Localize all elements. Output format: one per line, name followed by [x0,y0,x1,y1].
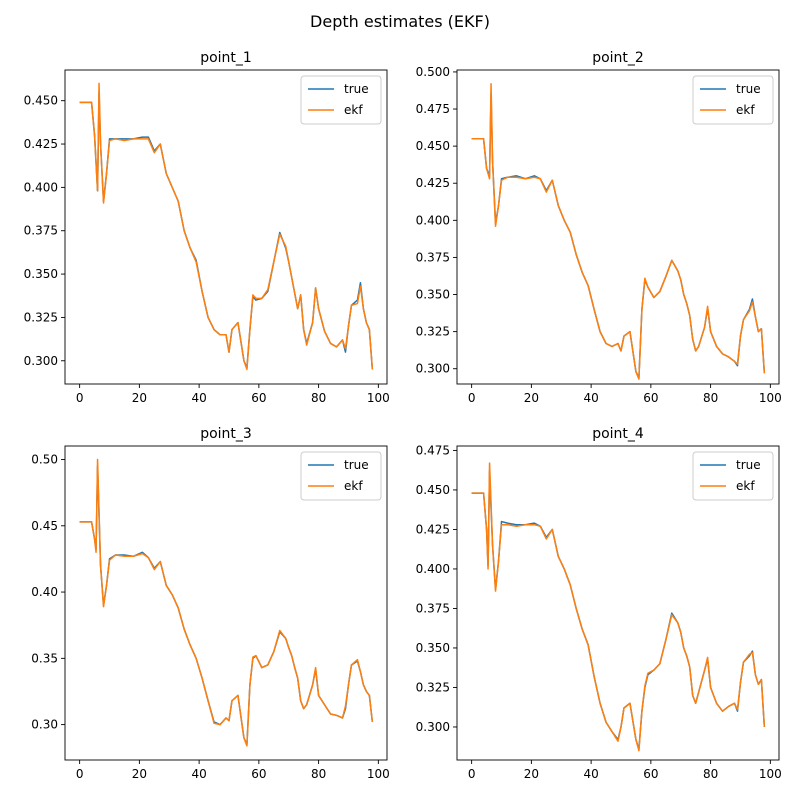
legend: true ekf [300,75,382,125]
x-tick-label: 80 [703,391,718,405]
legend-label-true: true [736,82,761,96]
axes-frame [456,69,780,385]
series-line-true [471,93,766,379]
legend-label-ekf: ekf [736,479,755,493]
y-tick-label: 0.40 [31,585,58,599]
legend-box [300,451,382,501]
axes-frame [456,445,780,761]
y-tick-label: 0.500 [416,65,450,79]
y-tick-label: 0.300 [24,354,58,368]
y-tick-label: 0.325 [416,325,450,339]
x-tick-label: 100 [367,391,390,405]
series-line-ekf [471,83,766,380]
legend-label-ekf: ekf [344,103,363,117]
y-tick-label: 0.300 [416,362,450,376]
x-tick-label: 40 [583,767,598,781]
x-tick-label: 60 [643,391,658,405]
x-tick-label: 60 [643,767,658,781]
y-tick-label: 0.425 [24,137,58,151]
legend-box [692,75,774,125]
y-tick-label: 0.375 [416,250,450,264]
x-tick-label: 20 [132,391,147,405]
legend-label-ekf: ekf [344,479,363,493]
y-tick-label: 0.30 [31,718,58,732]
x-tick-label: 40 [583,391,598,405]
series-line-ekf [471,462,766,752]
y-tick-label: 0.475 [416,102,450,116]
x-tick-label: 60 [251,767,266,781]
y-tick-label: 0.35 [31,651,58,665]
series-line-true [79,91,374,370]
legend-box [300,75,382,125]
x-tick-label: 20 [132,767,147,781]
y-tick-label: 0.475 [416,443,450,457]
y-tick-label: 0.375 [416,601,450,615]
y-tick-label: 0.400 [416,562,450,576]
x-tick-label: 100 [367,767,390,781]
x-tick-label: 20 [524,391,539,405]
x-tick-label: 20 [524,767,539,781]
legend-box [692,451,774,501]
y-tick-label: 0.325 [416,680,450,694]
y-tick-label: 0.350 [416,641,450,655]
x-tick-label: 0 [76,767,84,781]
x-tick-label: 100 [759,767,782,781]
x-tick-label: 100 [759,391,782,405]
y-tick-label: 0.425 [416,176,450,190]
x-tick-label: 80 [311,767,326,781]
subplot-title: point_3 [200,426,252,442]
x-tick-label: 60 [251,391,266,405]
legend-label-true: true [344,82,369,96]
subplot-3: 0 20 40 60 80 100 0.30 0.35 0.40 0.45 0.50 point_3t… [31,426,390,781]
y-tick-label: 0.350 [416,288,450,302]
x-tick-label: 80 [703,767,718,781]
y-tick-label: 0.450 [416,483,450,497]
legend: true ekf [692,75,774,125]
x-tick-label: 0 [76,391,84,405]
y-tick-label: 0.400 [24,180,58,194]
series-line-true [79,465,374,746]
x-tick-label: 80 [311,391,326,405]
axes-frame [64,445,388,761]
y-tick-label: 0.400 [416,213,450,227]
y-tick-label: 0.425 [416,522,450,536]
subplot-1: 0 20 40 60 80 100 0.300 0.325 0.350 0.375 0.400 0.4… [24,50,390,405]
series-line-ekf [79,82,374,371]
x-tick-label: 40 [191,391,206,405]
subplot-2: 0 20 40 60 80 100 0.300 0.325 0.350 0.375 0.400 0.4… [416,50,782,405]
subplot-title: point_4 [592,426,644,442]
legend-label-true: true [736,458,761,472]
y-tick-label: 0.350 [24,267,58,281]
axes-frame [64,69,388,385]
y-tick-label: 0.450 [416,139,450,153]
x-tick-label: 0 [468,391,476,405]
subplot-title: point_1 [200,50,252,66]
y-tick-label: 0.375 [24,224,58,238]
y-tick-label: 0.300 [416,720,450,734]
legend-label-ekf: ekf [736,103,755,117]
figure-title: Depth estimates (EKF) [310,12,490,31]
series-line-ekf [79,458,374,747]
legend: true ekf [692,451,774,501]
y-tick-label: 0.325 [24,310,58,324]
legend-label-true: true [344,458,369,472]
y-tick-label: 0.50 [31,453,58,467]
subplot-4: 0 20 40 60 80 100 0.300 0.325 0.350 0.375 0.400 0.4… [416,426,782,781]
y-tick-label: 0.45 [31,519,58,533]
legend: true ekf [300,451,382,501]
subplot-title: point_2 [592,50,644,66]
x-tick-label: 40 [191,767,206,781]
y-tick-label: 0.450 [24,94,58,108]
x-tick-label: 0 [468,767,476,781]
